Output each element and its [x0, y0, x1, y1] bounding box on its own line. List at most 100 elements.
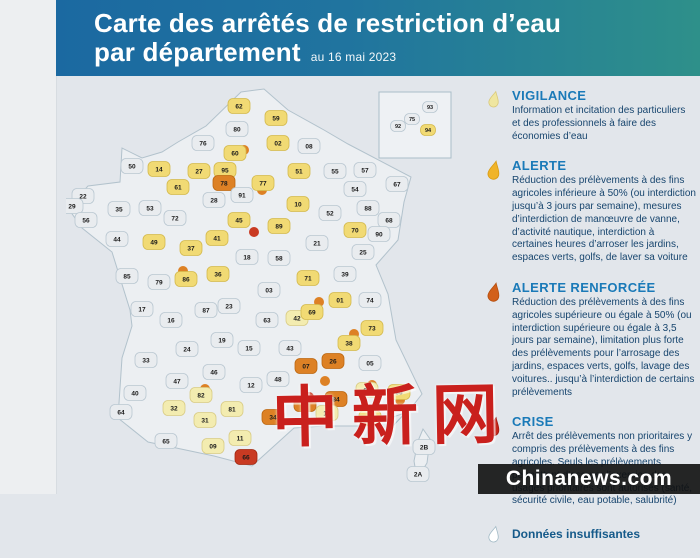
department-label-04: 04	[363, 387, 371, 394]
department-label-08: 08	[305, 143, 313, 150]
department-label-13: 13	[323, 410, 331, 417]
donnees-insuffisantes-droplet-icon	[488, 525, 499, 543]
department-75	[404, 113, 420, 125]
department-45	[227, 212, 251, 228]
legend-desc-vigilance: Information et incitation des particulie…	[512, 105, 686, 142]
department-label-61: 61	[174, 184, 182, 191]
department-label-86: 86	[182, 276, 190, 283]
department-label-44: 44	[113, 236, 121, 243]
department-label-32: 32	[170, 405, 178, 412]
department-93	[422, 101, 438, 113]
department-18	[235, 249, 259, 265]
department-label-80: 80	[233, 126, 241, 133]
department-61	[166, 179, 190, 195]
legend-label-crise: CRISE	[512, 414, 554, 430]
department-label-21: 21	[313, 240, 321, 247]
department-41	[205, 230, 229, 246]
department-label-78: 78	[220, 180, 228, 187]
department-69	[300, 304, 324, 320]
department-label-88: 88	[364, 205, 372, 212]
department-label-77: 77	[259, 180, 267, 187]
department-label-14: 14	[155, 166, 163, 173]
department-32	[162, 400, 186, 416]
department-label-69: 69	[308, 309, 316, 316]
legend-desc-alerte-renforcee: Réduction des prélèvements à des fins ag…	[512, 296, 695, 398]
department-17	[130, 301, 154, 317]
department-43	[278, 340, 302, 356]
department-10	[286, 196, 310, 212]
department-67	[385, 176, 409, 192]
department-37	[179, 240, 203, 256]
department-04	[355, 382, 379, 398]
department-label-67: 67	[393, 181, 401, 188]
department-66	[234, 449, 258, 465]
department-label-68: 68	[385, 217, 393, 224]
department-label-27: 27	[195, 168, 203, 175]
department-72	[163, 210, 187, 226]
department-63	[255, 312, 279, 328]
department-label-95: 95	[221, 167, 229, 174]
department-59	[264, 110, 288, 126]
department-label-02: 02	[274, 140, 282, 147]
department-70	[343, 222, 367, 238]
department-06	[387, 384, 411, 400]
department-label-03: 03	[265, 287, 273, 294]
department-label-01: 01	[336, 297, 344, 304]
department-11	[228, 430, 252, 446]
department-09	[201, 438, 225, 454]
department-12	[239, 377, 263, 393]
department-label-92: 92	[395, 124, 401, 130]
department-label-42: 42	[293, 315, 301, 322]
department-label-39: 39	[341, 271, 349, 278]
department-90	[367, 226, 391, 242]
department-39	[333, 266, 357, 282]
department-89	[267, 218, 291, 234]
department-label-45: 45	[235, 217, 243, 224]
department-label-12: 12	[247, 382, 255, 389]
department-label-58: 58	[275, 255, 283, 262]
department-15	[237, 340, 261, 356]
department-01	[328, 292, 352, 308]
department-51	[287, 163, 311, 179]
idf-inset-box	[378, 91, 452, 159]
department-44	[105, 231, 129, 247]
department-65	[154, 433, 178, 449]
department-57	[353, 162, 377, 178]
chinanews-logo-bar: Chinanews.com	[478, 464, 700, 494]
department-38	[337, 335, 361, 351]
department-label-56: 56	[82, 217, 90, 224]
france-map: 62 59 80 76 02 08 60 50 14 27 95 51 55 57 67 54 61 78 77 91…	[60, 88, 452, 482]
department-label-89: 89	[275, 223, 283, 230]
department-73	[360, 320, 384, 336]
department-74	[358, 292, 382, 308]
legend-item-alerte: ALERTE Réduction des prélèvements à des …	[484, 158, 696, 265]
department-label-47: 47	[173, 378, 181, 385]
department-03	[257, 282, 281, 298]
department-80	[225, 121, 249, 137]
department-label-43: 43	[286, 345, 294, 352]
department-21	[305, 235, 329, 251]
department-label-2B: 2B	[420, 444, 429, 451]
paper-edge	[0, 0, 57, 494]
department-label-06: 06	[395, 389, 403, 396]
department-62	[227, 98, 251, 114]
department-02	[266, 135, 290, 151]
department-31	[193, 412, 217, 428]
department-label-64: 64	[117, 409, 125, 416]
department-label-09: 09	[209, 443, 217, 450]
legend-label-alerte: ALERTE	[512, 158, 567, 174]
department-label-34: 34	[269, 414, 277, 421]
department-label-49: 49	[150, 239, 158, 246]
department-68	[377, 212, 401, 228]
department-label-30: 30	[301, 401, 309, 408]
department-56	[74, 212, 98, 228]
department-label-71: 71	[304, 275, 312, 282]
department-label-07: 07	[302, 363, 310, 370]
legend-label-vigilance: VIGILANCE	[512, 88, 587, 103]
department-label-25: 25	[359, 249, 367, 256]
legend-desc-alerte: Réduction des prélèvements à des fins ag…	[512, 175, 696, 264]
date-note: au 16 mai 2023	[310, 50, 397, 64]
department-16	[159, 312, 183, 328]
department-label-19: 19	[218, 337, 226, 344]
department-label-82: 82	[197, 392, 205, 399]
